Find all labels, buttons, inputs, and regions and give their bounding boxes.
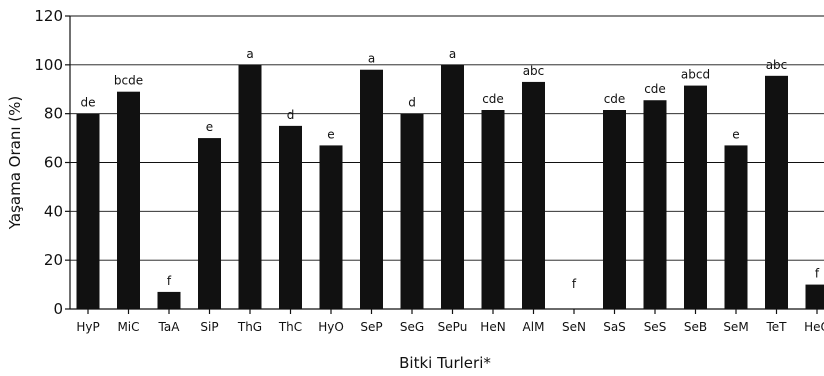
x-tick-label: MiC <box>117 320 139 334</box>
bar-letter: abcd <box>681 68 710 82</box>
x-tick-label: HyP <box>76 320 99 334</box>
x-tick-label: SeB <box>684 320 707 334</box>
x-tick-label: HeN <box>480 320 505 334</box>
bar-thg <box>238 64 262 309</box>
bar-sip <box>198 138 221 309</box>
y-tick-label: 60 <box>44 154 63 172</box>
bar-tet <box>765 75 788 309</box>
x-tick-label: SeS <box>644 320 667 334</box>
x-axis-title: Bitki Turleri* <box>399 354 491 372</box>
x-tick-label: TeT <box>765 320 787 334</box>
bar-letter: cde <box>482 92 504 106</box>
bar-seg <box>400 113 424 310</box>
bar-letter: a <box>368 52 375 66</box>
bar-letter: f <box>167 274 172 288</box>
bar-hen <box>481 110 505 309</box>
x-tick-label: SeG <box>400 320 424 334</box>
bar-heo <box>805 284 824 309</box>
bar-letter: cde <box>644 82 666 96</box>
bar-letter: e <box>732 127 739 141</box>
bar-letter: f <box>815 267 820 281</box>
bar-letter: d <box>408 96 416 110</box>
bar-letter: abc <box>523 64 545 78</box>
x-tick-label: TaA <box>158 320 181 334</box>
y-tick-label: 80 <box>44 105 63 123</box>
bar-sem <box>724 145 748 309</box>
y-tick-label: 120 <box>34 7 63 25</box>
bar-letter: f <box>572 277 577 291</box>
bar-letter: e <box>327 127 334 141</box>
y-tick-label: 40 <box>44 202 63 220</box>
x-axis-tick-labels: HyP MiC TaA SiP ThG ThC HyO SeP SeG SePu HeN AlM SeN… <box>76 309 824 334</box>
bar-letter: d <box>287 108 295 122</box>
bars <box>76 64 824 310</box>
x-tick-label: SeP <box>360 320 382 334</box>
bar-alm <box>522 81 545 309</box>
x-tick-label: SePu <box>438 320 468 334</box>
y-axis-title: Yaşama Oranı (%) <box>6 96 24 230</box>
bar-letter: a <box>246 47 253 61</box>
bar-sas <box>603 110 626 309</box>
x-tick-label: HyO <box>318 320 344 334</box>
x-tick-label: SiP <box>200 320 218 334</box>
x-tick-label: SeM <box>723 320 748 334</box>
bar-letter: e <box>206 120 213 134</box>
bar-sep <box>360 69 383 309</box>
x-tick-label: SeN <box>562 320 586 334</box>
x-tick-label: HeO <box>804 320 824 334</box>
y-tick-label: 20 <box>44 251 63 269</box>
x-tick-label: ThC <box>278 320 302 334</box>
x-tick-label: SaS <box>603 320 626 334</box>
bar-ses <box>643 100 667 309</box>
bar-letter: de <box>81 96 96 110</box>
bar-letter: a <box>449 47 456 61</box>
y-tick-label: 0 <box>53 300 63 318</box>
x-tick-label: ThG <box>237 320 262 334</box>
bar-letter: cde <box>604 92 626 106</box>
x-tick-label: AlM <box>523 320 545 334</box>
bar-seb <box>684 85 707 310</box>
bar-sepu <box>441 64 464 309</box>
bar-mic <box>117 91 140 309</box>
bar-thc <box>279 125 302 309</box>
y-tick-label: 100 <box>34 56 63 74</box>
y-axis-ticks: 0 20 40 60 80 100 120 <box>34 7 70 318</box>
bar-letter: bcde <box>114 74 143 88</box>
bar-letter: abc <box>766 58 788 72</box>
bar-hyp <box>76 113 100 310</box>
bar-taa <box>157 291 181 309</box>
bar-hyo <box>319 145 343 309</box>
